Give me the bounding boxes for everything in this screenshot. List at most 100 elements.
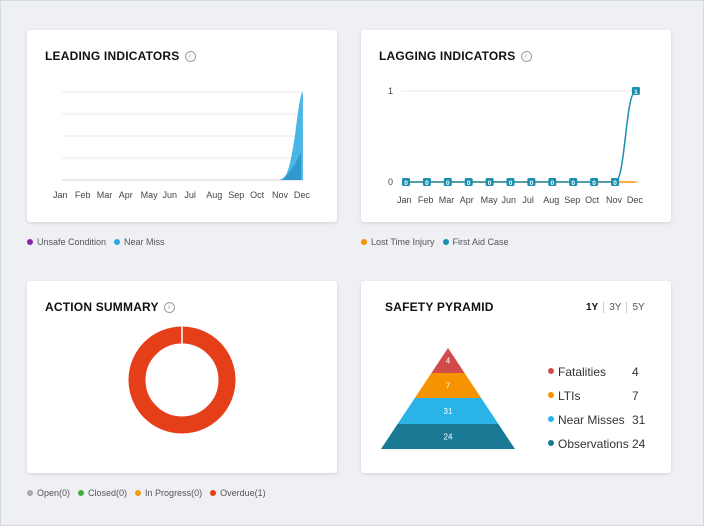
legend-dot-icon: [210, 490, 217, 496]
action-legend-item[interactable]: In Progress(0): [135, 488, 202, 498]
data-point-marker[interactable]: [590, 178, 599, 186]
action-legend-item[interactable]: Closed(0): [78, 488, 127, 498]
legend-label: In Progress(0): [145, 488, 203, 498]
legend-label: Near Miss: [124, 237, 165, 247]
pyramid-level-value: 4: [446, 357, 451, 366]
data-point-label: 0: [446, 180, 450, 187]
pyramid-legend-value: 31: [632, 413, 646, 427]
lagging-month-label: Nov: [606, 195, 623, 205]
safety-pyramid-title: SAFETY PYRAMID: [385, 300, 494, 314]
data-point-marker[interactable]: [464, 178, 473, 186]
range-5y-button[interactable]: 5Y: [626, 302, 649, 313]
pyramid-level-value: 31: [444, 407, 453, 416]
leading-month-label: Jan: [53, 190, 68, 200]
legend-dot-icon: [442, 239, 449, 245]
lagging-legend: Lost Time Injury First Aid Case: [361, 237, 509, 247]
lagging-month-label: Dec: [626, 195, 643, 205]
legend-dot-icon: [361, 239, 367, 245]
lagging-month-label: Aug: [543, 195, 560, 205]
pyramid-level[interactable]: [414, 373, 482, 398]
lagging-month-label: Jun: [501, 195, 517, 205]
pyramid-legend-label: Near Misses: [558, 413, 625, 427]
series-area-shade: [279, 152, 301, 180]
leading-indicators-title: LEADING INDICATORS i: [45, 49, 196, 63]
leading-month-label: Feb: [74, 190, 91, 200]
data-point-label: 0: [509, 180, 513, 187]
pyramid-level-value: 7: [446, 382, 451, 391]
info-icon[interactable]: i: [184, 51, 196, 63]
pyramid-legend-value: 7: [632, 389, 639, 403]
data-point-label: 0: [425, 180, 429, 187]
action-legend-item[interactable]: Overdue(1): [210, 488, 266, 498]
pyramid-chart: 4 7 31 24: [381, 348, 515, 449]
data-point-label: 0: [488, 180, 492, 187]
data-point-marker[interactable]: [485, 178, 494, 186]
action-legend: Open(0) Closed(0) In Progress(0) Overdue(1): [27, 488, 266, 498]
pyramid-legend-label: Fatalities: [558, 365, 607, 379]
pyramid-legend-label: LTIs: [558, 389, 581, 403]
action-legend-item[interactable]: Open(0): [27, 488, 70, 498]
data-point-marker[interactable]: [422, 178, 431, 186]
series-line-1[interactable]: [405, 90, 637, 183]
action-summary-title: ACTION SUMMARY i: [45, 300, 175, 314]
data-point-marker[interactable]: [631, 87, 640, 95]
y-tick-label: 1: [388, 86, 393, 96]
leading-month-label: Nov: [272, 190, 289, 200]
leading-legend: Unsafe Condition Near Miss: [27, 237, 165, 247]
data-point-marker[interactable]: [569, 178, 578, 186]
leading-month-label: Apr: [118, 190, 133, 200]
info-icon[interactable]: i: [163, 302, 175, 314]
lagging-legend-item[interactable]: Lost Time Injury: [361, 237, 435, 247]
legend-label: Closed(0): [88, 488, 128, 498]
leading-month-label: Oct: [250, 190, 265, 200]
pyramid-level[interactable]: [397, 398, 499, 424]
data-point-label: 0: [613, 180, 617, 187]
data-point-label: 0: [467, 180, 471, 187]
legend-dot-icon: [548, 440, 554, 446]
lagging-indicators-card: LAGGING INDICATORS i 0 1 0 0 0 0 0 0 0 0 0 0 0 1 Jan F…: [361, 30, 671, 222]
donut-slice[interactable]: [128, 326, 236, 434]
pyramid-level-value: 24: [444, 433, 453, 442]
legend-label: First Aid Case: [452, 237, 509, 247]
range-1y-button[interactable]: 1Y: [586, 302, 599, 313]
data-point-marker[interactable]: [548, 178, 557, 186]
data-point-marker[interactable]: [402, 178, 410, 186]
data-point-label: 0: [592, 180, 596, 187]
pyramid-legend-label: Observations: [558, 437, 629, 451]
data-point-label: 0: [550, 180, 554, 187]
lagging-month-label: Feb: [417, 195, 434, 205]
leading-legend-item[interactable]: Unsafe Condition: [27, 237, 106, 247]
data-point-marker[interactable]: [443, 178, 452, 186]
lagging-month-label: May: [480, 195, 498, 205]
leading-month-label: Jun: [162, 190, 178, 200]
legend-dot-icon: [548, 416, 554, 422]
legend-label: Open(0): [37, 488, 71, 498]
lagging-month-label: Sep: [564, 195, 581, 205]
legend-dot-icon: [78, 490, 85, 496]
leading-month-label: May: [140, 190, 158, 200]
lagging-legend-item[interactable]: First Aid Case: [442, 237, 509, 247]
lagging-month-label: Oct: [585, 195, 600, 205]
leading-month-label: Jul: [184, 190, 196, 200]
y-tick-label: 0: [388, 177, 393, 187]
leading-month-label: Mar: [96, 190, 113, 200]
leading-legend-item[interactable]: Near Miss: [114, 237, 165, 247]
pyramid-level[interactable]: [431, 348, 465, 373]
legend-dot-icon: [114, 239, 121, 245]
data-point-marker[interactable]: [611, 178, 619, 186]
lagging-month-label: Apr: [459, 195, 474, 205]
legend-dot-icon: [548, 368, 554, 374]
data-point-marker[interactable]: [506, 178, 515, 186]
pyramid-legend-value: 24: [632, 437, 646, 451]
data-point-marker[interactable]: [527, 178, 536, 186]
range-3y-button[interactable]: 3Y: [603, 302, 626, 313]
lagging-month-label: Jul: [522, 195, 534, 205]
safety-pyramid-card: SAFETY PYRAMID 1Y 3Y 5Y 4 7 31 24 Fatalities 4…: [361, 281, 671, 473]
data-point-label: 0: [404, 180, 408, 187]
info-icon[interactable]: i: [520, 51, 532, 63]
leading-month-label: Dec: [293, 190, 310, 200]
lagging-indicators-title: LAGGING INDICATORS i: [379, 49, 532, 63]
pyramid-level[interactable]: [381, 424, 515, 449]
legend-label: Unsafe Condition: [37, 237, 107, 247]
leading-chart: [62, 91, 303, 181]
